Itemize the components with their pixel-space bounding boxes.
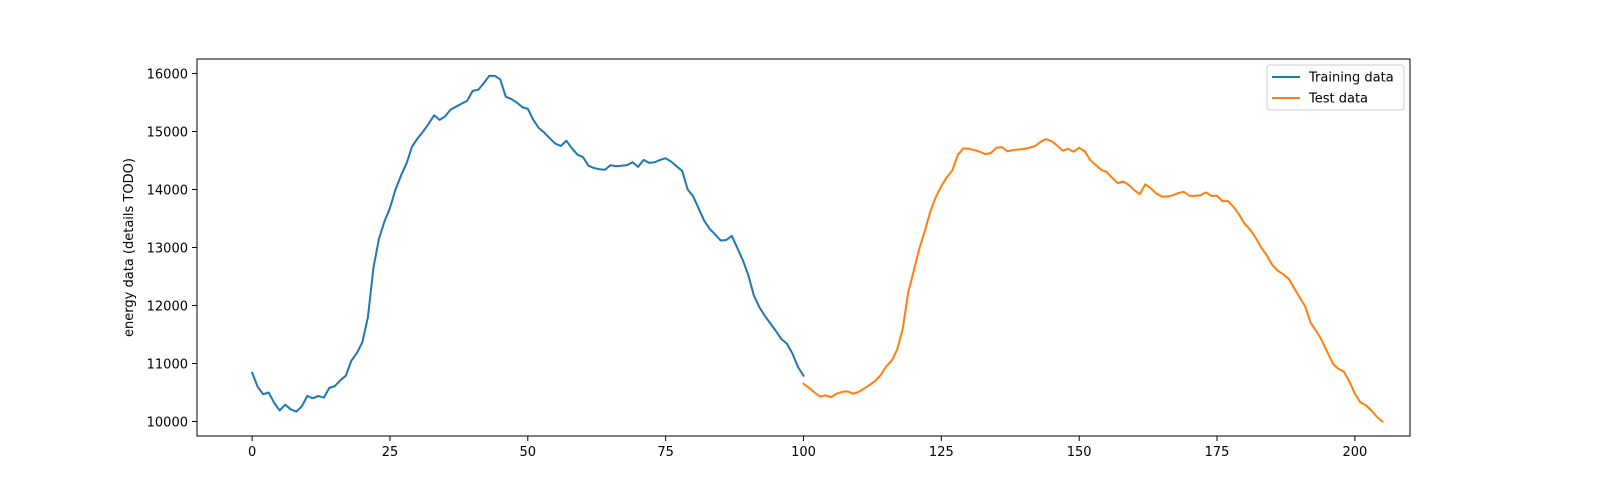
x-axis: 0 25 50 75 100 125 150 175 200 [248, 436, 1367, 460]
y-axis-label: energy data (details TODO) [122, 158, 137, 337]
y-tick-label: 10000 [147, 416, 188, 431]
y-axis: 10000 11000 12000 13000 14000 15000 16000 [147, 68, 197, 431]
series-line-1 [802, 138, 1384, 423]
plot-frame [196, 58, 1411, 437]
x-tick-label: 175 [1205, 445, 1230, 460]
y-tick-label: 12000 [147, 300, 188, 315]
x-tick-label: 100 [791, 445, 816, 460]
x-tick-label: 150 [1067, 445, 1092, 460]
y-tick-label: 16000 [147, 68, 188, 83]
plot-lines [250, 74, 1384, 423]
x-tick-label: 0 [248, 445, 256, 460]
legend-label: Test data [1308, 92, 1368, 107]
x-tick-label: 200 [1342, 445, 1367, 460]
x-tick-label: 25 [382, 445, 399, 460]
y-tick-label: 15000 [147, 126, 188, 141]
y-tick-label: 11000 [147, 358, 188, 373]
y-tick-label: 14000 [147, 184, 188, 199]
x-tick-label: 75 [657, 445, 674, 460]
y-tick-label: 13000 [147, 242, 188, 257]
x-tick-label: 125 [929, 445, 954, 460]
legend: Training data Test data [1266, 64, 1405, 111]
series-line-0 [250, 74, 805, 413]
x-tick-label: 50 [520, 445, 537, 460]
legend-label: Training data [1308, 71, 1394, 86]
legend-box [1266, 64, 1405, 111]
